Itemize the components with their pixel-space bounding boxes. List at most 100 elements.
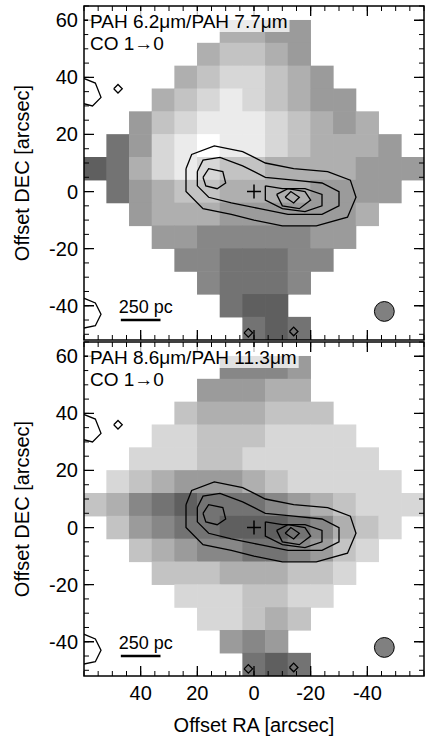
minor-tick [140, 6, 141, 340]
title-group: PAH 6.2μm/PAH 7.7μmCO 1→0 [88, 11, 290, 54]
heat-cell [152, 562, 175, 585]
heat-cell [333, 88, 356, 111]
minor-tick [282, 6, 283, 340]
heat-cell [152, 134, 175, 157]
x-axis-title: Offset RA [arcsec] [174, 714, 335, 736]
minor-tick [211, 6, 212, 340]
minor-tick [84, 248, 424, 249]
heat-cell [220, 630, 243, 653]
heat-cell [174, 248, 197, 271]
minor-tick [296, 6, 297, 340]
x-tick [310, 6, 311, 340]
y-tick [84, 584, 424, 585]
heat-cell [220, 157, 243, 180]
co-contour [285, 528, 299, 539]
heat-cell [174, 539, 197, 562]
heat-cell [288, 20, 311, 43]
y-tick [84, 305, 424, 306]
minor-tick [353, 6, 354, 340]
heat-cell [242, 470, 265, 493]
minor-tick [84, 191, 424, 192]
heat-cell [288, 248, 311, 271]
minor-tick [324, 342, 325, 676]
heat-cell [288, 584, 311, 607]
heat-cell [265, 493, 288, 516]
frame [84, 6, 424, 340]
heat-cell [197, 226, 220, 249]
heat-cell [174, 584, 197, 607]
heat-cell [129, 539, 152, 562]
heat-cell [197, 248, 220, 271]
y-tick [84, 413, 424, 414]
heat-cell [152, 516, 175, 539]
heat-cell [288, 424, 311, 447]
minor-tick [225, 6, 226, 340]
heat-cell [310, 157, 333, 180]
heat-cell [174, 226, 197, 249]
minor-tick [395, 342, 396, 676]
x-tick [197, 6, 198, 340]
beam [374, 638, 394, 658]
heat-cell [129, 516, 152, 539]
title: PAH 8.6μm/PAH 11.3μm [90, 347, 297, 368]
heat-cell [265, 402, 288, 425]
heat-cell [310, 111, 333, 134]
minor-tick [197, 6, 198, 340]
heat-cell [220, 66, 243, 89]
y-tick [84, 641, 424, 642]
x-tick [253, 6, 254, 340]
heat-cell [242, 379, 265, 402]
y-axis-title: Offset DEC [arcsec] [11, 421, 33, 597]
heat-cell [288, 66, 311, 89]
minor-tick [84, 456, 424, 457]
heat-cell [378, 516, 401, 539]
heat-cell [265, 226, 288, 249]
heat-cell [242, 66, 265, 89]
heat-cell [220, 271, 243, 294]
heat-cell [197, 379, 220, 402]
minor-tick [310, 342, 311, 676]
minor-tick [409, 342, 410, 676]
minor-tick [282, 342, 283, 676]
heat-cell [288, 379, 311, 402]
co-contour [203, 505, 226, 525]
heat-cell [310, 493, 333, 516]
minor-tick [98, 6, 99, 340]
heat-cell [288, 317, 311, 340]
heat-cell [197, 43, 220, 66]
heat-cell [356, 157, 379, 180]
heat-cell [152, 226, 175, 249]
heat-cell [242, 516, 265, 539]
heat-cell [129, 180, 152, 203]
x-tick [253, 342, 254, 676]
plot-area [84, 356, 424, 676]
heat-cell [242, 157, 265, 180]
heat-cell [197, 88, 220, 111]
minor-tick [112, 6, 113, 340]
y-tick-label: 60 [56, 345, 78, 367]
minor-tick [169, 342, 170, 676]
heat-cell [174, 111, 197, 134]
heat-cell [378, 470, 401, 493]
y-tick [84, 248, 424, 249]
title-patch [88, 33, 166, 54]
minor-tick [84, 105, 424, 106]
heat-cell [265, 248, 288, 271]
heat-cell [220, 43, 243, 66]
y-tick-label: 40 [56, 402, 78, 424]
heat-cell [265, 379, 288, 402]
heat-cell [288, 470, 311, 493]
y-tick [84, 77, 424, 78]
subtitle: CO 1→0 [90, 369, 164, 390]
minor-tick [367, 6, 368, 340]
figure: 250 pc-40-200204060Offset DEC [arcsec]PA… [0, 0, 429, 752]
minor-tick [211, 342, 212, 676]
minor-tick [197, 342, 198, 676]
heat-cell [356, 493, 379, 516]
heat-cell [106, 493, 129, 516]
y-tick [84, 470, 424, 471]
y-tick [84, 191, 424, 192]
co-contour [265, 522, 322, 548]
heat-cell [310, 470, 333, 493]
minor-tick [353, 342, 354, 676]
